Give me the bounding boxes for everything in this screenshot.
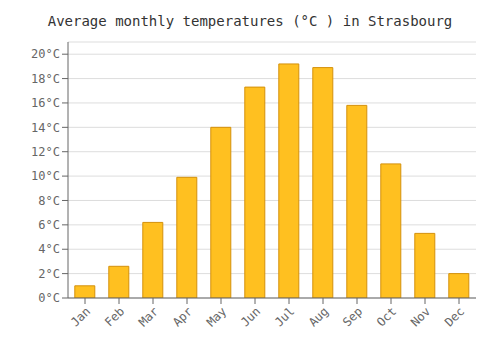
svg-text:16°C: 16°C <box>31 96 60 110</box>
svg-text:Nov: Nov <box>408 304 433 329</box>
svg-text:Jan: Jan <box>68 304 93 329</box>
svg-text:Aug: Aug <box>306 304 331 329</box>
svg-text:2°C: 2°C <box>38 267 60 281</box>
svg-text:14°C: 14°C <box>31 121 60 135</box>
svg-text:Jul: Jul <box>272 304 297 329</box>
svg-text:Feb: Feb <box>102 304 127 329</box>
svg-text:4°C: 4°C <box>38 242 60 256</box>
svg-text:Jun: Jun <box>238 304 263 329</box>
svg-text:Dec: Dec <box>442 304 467 329</box>
svg-text:20°C: 20°C <box>31 47 60 61</box>
svg-text:10°C: 10°C <box>31 169 60 183</box>
svg-text:Apr: Apr <box>170 304 195 329</box>
svg-text:8°C: 8°C <box>38 194 60 208</box>
svg-text:18°C: 18°C <box>31 72 60 86</box>
svg-text:Oct: Oct <box>374 304 399 329</box>
svg-text:Sep: Sep <box>340 304 365 329</box>
html-text:Average monthly temperatures (: Average monthly temperatures (°C ) in St… <box>47 13 453 29</box>
svg-text:Mar: Mar <box>136 304 161 329</box>
svg-text:0°C: 0°C <box>38 291 60 305</box>
svg-text:6°C: 6°C <box>38 218 60 232</box>
svg-text:May: May <box>204 304 229 329</box>
svg-text:12°C: 12°C <box>31 145 60 159</box>
